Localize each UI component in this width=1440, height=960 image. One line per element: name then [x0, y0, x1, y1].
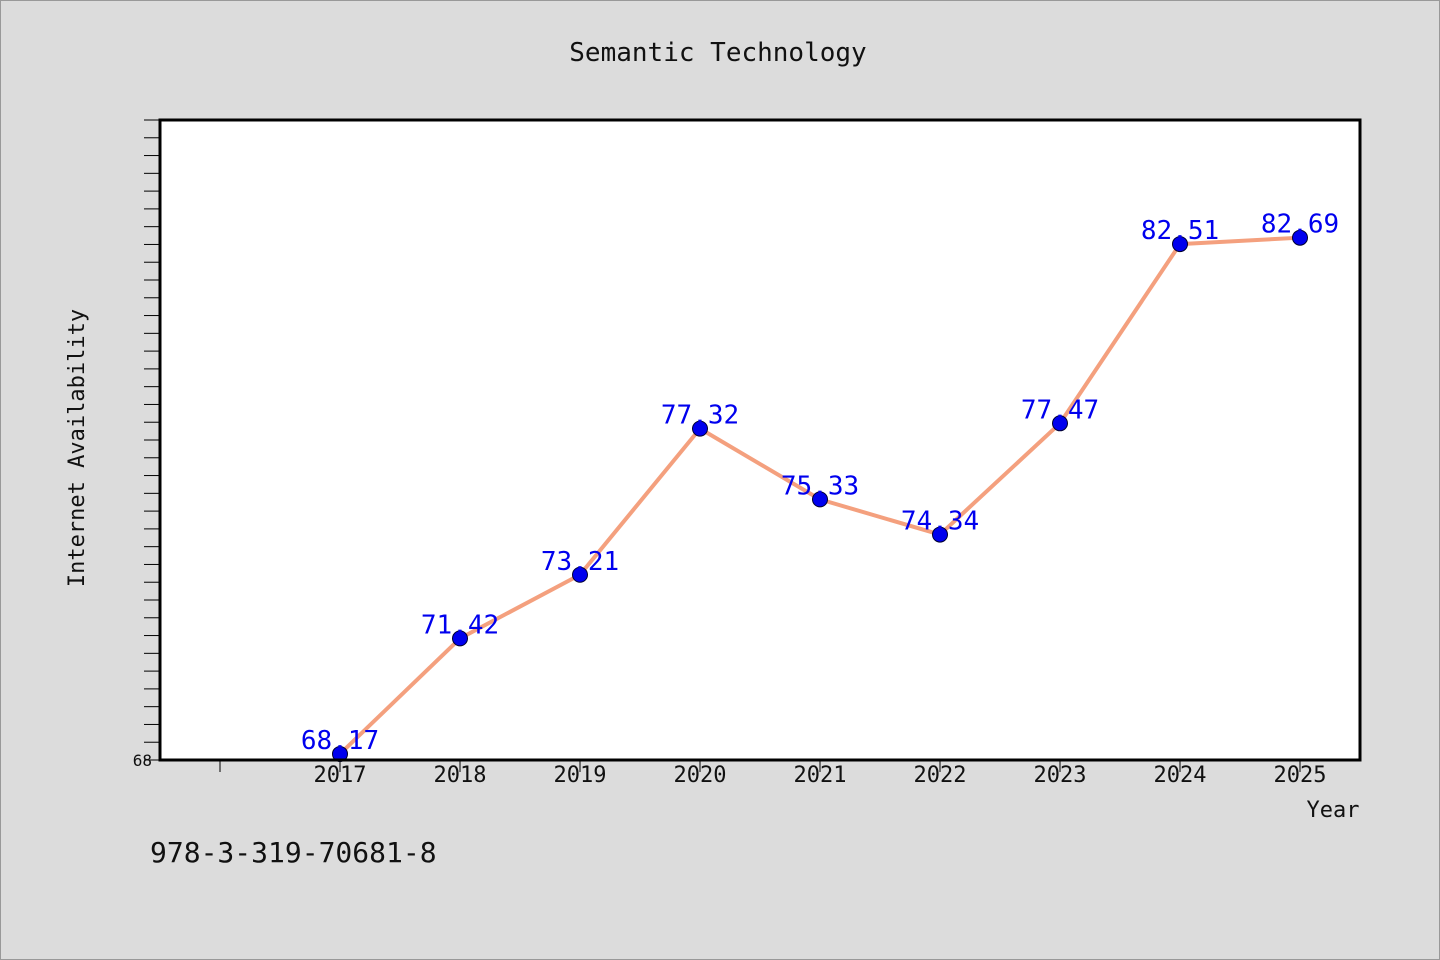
x-axis-ticks: 2017 2018 2019 2020 2021 2022 2023 2024 2025: [219, 760, 1327, 788]
data-label: 77.32: [661, 401, 739, 431]
data-point: [572, 566, 588, 583]
plot-area: [160, 120, 1360, 760]
data-label: 73.21: [541, 547, 619, 577]
x-tick-label: 2022: [914, 763, 967, 788]
data-point: [932, 526, 948, 543]
data-label: 82.51: [1141, 216, 1219, 246]
data-label: 68.17: [301, 726, 379, 756]
x-tick-label: 2023: [1034, 763, 1087, 788]
data-point: [692, 420, 708, 437]
x-tick-label: 2018: [434, 763, 487, 788]
data-label: 77.47: [1021, 395, 1099, 425]
data-point: [1172, 236, 1188, 253]
data-point: [1292, 229, 1308, 246]
data-label: 71.42: [421, 610, 499, 640]
x-tick-label: 2017: [314, 763, 367, 788]
data-label: 82.69: [1261, 210, 1339, 240]
data-label: 75.33: [781, 471, 859, 501]
chart-title: Semantic Technology: [569, 38, 866, 68]
y-axis-ticks: 68: [133, 119, 160, 770]
y-tick-label: 68: [133, 751, 152, 770]
data-labels: 68.17 71.42 73.21 77.32 75.33 74.34 77.47 82.51…: [301, 210, 1339, 756]
x-tick-label: 2024: [1154, 763, 1207, 788]
data-label: 74.34: [901, 507, 979, 537]
data-point: [1052, 415, 1068, 432]
plot-frame: [158, 118, 1362, 762]
data-point: [452, 630, 468, 647]
isbn-footer: 978-3-319-70681-8: [150, 836, 437, 869]
y-axis-label: Internet Availability: [65, 309, 90, 587]
series-markers: [332, 229, 1308, 762]
x-tick-label: 2019: [554, 763, 607, 788]
data-point: [812, 491, 828, 508]
x-tick-label: 2025: [1274, 763, 1327, 788]
x-axis-label: Year: [1307, 798, 1360, 823]
x-tick-label: 2020: [674, 763, 727, 788]
x-tick-label: 2021: [794, 763, 847, 788]
